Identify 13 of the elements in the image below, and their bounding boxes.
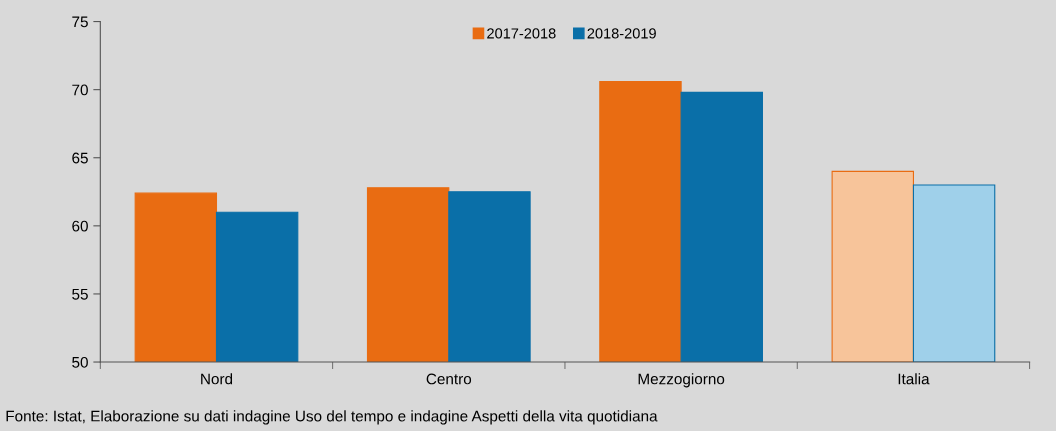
legend-label: 2017-2018 (487, 28, 556, 39)
y-tick-label: 50 (72, 356, 88, 368)
x-tick-label: Centro (426, 373, 472, 385)
y-tick-label: 75 (72, 16, 88, 28)
source-note: Fonte: Istat, Elaborazione su dati indagine Uso del tempo e indagine Aspetti della vita quotidiana (6, 410, 658, 425)
x-tick-label: Mezzogiorno (638, 373, 725, 388)
y-tick-label: 65 (72, 152, 88, 164)
y-tick-label: 70 (72, 84, 88, 96)
y-tick-label: 55 (72, 288, 88, 300)
x-tick-label: Nord (201, 373, 233, 385)
x-tick-label: Italia (898, 373, 930, 385)
legend-label: 2018-2019 (587, 28, 656, 39)
y-tick-label: 60 (72, 220, 88, 232)
